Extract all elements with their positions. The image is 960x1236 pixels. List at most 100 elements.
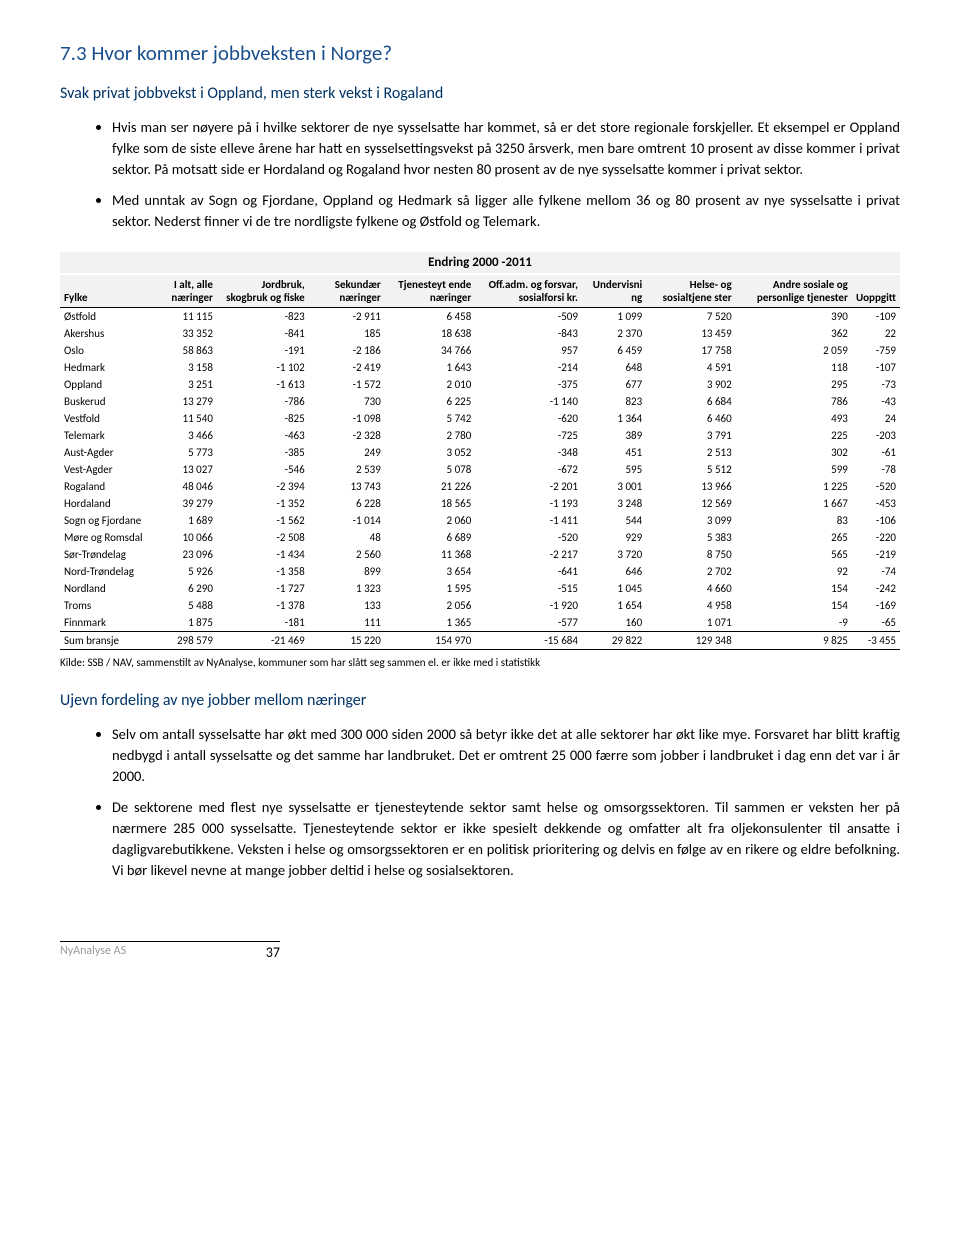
table-row: Telemark3 466-463-2 3282 780-7253893 791… — [60, 427, 900, 444]
table-cell: -3 455 — [852, 632, 900, 650]
table-row: Troms5 488-1 3781332 056-1 9201 6544 958… — [60, 597, 900, 614]
table-cell: 648 — [582, 359, 646, 376]
table-cell: -1 572 — [309, 376, 385, 393]
table-cell: 3 654 — [385, 563, 476, 580]
table-cell: -109 — [852, 308, 900, 326]
table-cell: -577 — [475, 614, 582, 632]
table-cell: 11 368 — [385, 546, 476, 563]
table-cell: 58 863 — [147, 342, 217, 359]
page-footer: NyAnalyse AS 37 — [60, 941, 280, 961]
table-cell: -1 613 — [217, 376, 309, 393]
table-cell: 2 059 — [736, 342, 852, 359]
table-row: Finnmark1 875-1811111 365-5771601 071-9-… — [60, 614, 900, 632]
table-cell: 295 — [736, 376, 852, 393]
table-row: Nordland6 290-1 7271 3231 595-5151 0454 … — [60, 580, 900, 597]
table-cell: 265 — [736, 529, 852, 546]
table-cell: -453 — [852, 495, 900, 512]
table-cell: 154 — [736, 580, 852, 597]
table-cell: -220 — [852, 529, 900, 546]
table-row: Nord-Trøndelag5 926-1 3588993 654-641646… — [60, 563, 900, 580]
table-cell: 3 001 — [582, 478, 646, 495]
table-cell: 111 — [309, 614, 385, 632]
table-cell: Troms — [60, 597, 147, 614]
table-cell: -9 — [736, 614, 852, 632]
table-cell: 786 — [736, 393, 852, 410]
table-row: Østfold11 115-823-2 9116 458-5091 0997 5… — [60, 308, 900, 326]
table-cell: -242 — [852, 580, 900, 597]
table-cell: Oslo — [60, 342, 147, 359]
table-cell: 957 — [475, 342, 582, 359]
table-cell: 13 743 — [309, 478, 385, 495]
table-cell: 3 248 — [582, 495, 646, 512]
table-cell: 6 459 — [582, 342, 646, 359]
table-cell: 15 220 — [309, 632, 385, 650]
table-cell: -2 217 — [475, 546, 582, 563]
section2-title: Ujevn fordeling av nye jobber mellom nær… — [60, 691, 900, 710]
table-cell: 646 — [582, 563, 646, 580]
table-cell: Sogn og Fjordane — [60, 512, 147, 529]
table-cell: 1 667 — [736, 495, 852, 512]
table-cell: 129 348 — [646, 632, 735, 650]
table-cell: -78 — [852, 461, 900, 478]
table-cell: -107 — [852, 359, 900, 376]
table-cell: 1 643 — [385, 359, 476, 376]
table-cell: 595 — [582, 461, 646, 478]
table-cell: 4 958 — [646, 597, 735, 614]
column-header: Uoppgitt — [852, 275, 900, 308]
table-cell: -21 469 — [217, 632, 309, 650]
table-cell: 29 822 — [582, 632, 646, 650]
table-cell: -786 — [217, 393, 309, 410]
table-cell: 48 046 — [147, 478, 217, 495]
table-cell: -1 434 — [217, 546, 309, 563]
table-cell: 599 — [736, 461, 852, 478]
table-cell: -515 — [475, 580, 582, 597]
table-cell: 23 096 — [147, 546, 217, 563]
table-row: Akershus33 352-84118518 638-8432 37013 4… — [60, 325, 900, 342]
table-cell: 34 766 — [385, 342, 476, 359]
table-cell: -2 186 — [309, 342, 385, 359]
table-cell: -74 — [852, 563, 900, 580]
table-cell: 3 099 — [646, 512, 735, 529]
table-cell: -2 508 — [217, 529, 309, 546]
table-cell: Vestfold — [60, 410, 147, 427]
table-cell: -1 727 — [217, 580, 309, 597]
table-cell: 154 970 — [385, 632, 476, 650]
column-header: I alt, alle næringer — [147, 275, 217, 308]
table-cell: 48 — [309, 529, 385, 546]
table-cell: 11 540 — [147, 410, 217, 427]
table-cell: 249 — [309, 444, 385, 461]
column-header: Helse- og sosialtjene ster — [646, 275, 735, 308]
column-header: Andre sosiale og personlige tjenester — [736, 275, 852, 308]
table-cell: 3 902 — [646, 376, 735, 393]
table-cell: 3 158 — [147, 359, 217, 376]
table-cell: 298 579 — [147, 632, 217, 650]
table-cell: 3 251 — [147, 376, 217, 393]
table-cell: -169 — [852, 597, 900, 614]
table-cell: 118 — [736, 359, 852, 376]
table-cell: 3 791 — [646, 427, 735, 444]
table-cell: Hordaland — [60, 495, 147, 512]
list-item: Selv om antall sysselsatte har økt med 3… — [112, 724, 900, 787]
table-cell: -73 — [852, 376, 900, 393]
table-row: Vest-Agder13 027-5462 5395 078-6725955 5… — [60, 461, 900, 478]
table-cell: 154 — [736, 597, 852, 614]
table-cell: 1 225 — [736, 478, 852, 495]
table-cell: -1 102 — [217, 359, 309, 376]
table-row: Vestfold11 540-825-1 0985 742-6201 3646 … — [60, 410, 900, 427]
table-row: Sogn og Fjordane1 689-1 562-1 0142 060-1… — [60, 512, 900, 529]
table-cell: -1 098 — [309, 410, 385, 427]
table-cell: -546 — [217, 461, 309, 478]
table-cell: 2 702 — [646, 563, 735, 580]
table-cell: 6 225 — [385, 393, 476, 410]
table-cell: 2 560 — [309, 546, 385, 563]
table-cell: Østfold — [60, 308, 147, 326]
table-cell: -1 352 — [217, 495, 309, 512]
table-cell: 5 512 — [646, 461, 735, 478]
table-cell: 9 825 — [736, 632, 852, 650]
table-cell: 3 052 — [385, 444, 476, 461]
section-title: 7.3 Hvor kommer jobbveksten i Norge? — [60, 40, 900, 66]
table-cell: 6 458 — [385, 308, 476, 326]
section-subtitle: Svak privat jobbvekst i Oppland, men ste… — [60, 84, 900, 103]
bullet-list-2: Selv om antall sysselsatte har økt med 3… — [60, 724, 900, 881]
table-cell: 1 689 — [147, 512, 217, 529]
